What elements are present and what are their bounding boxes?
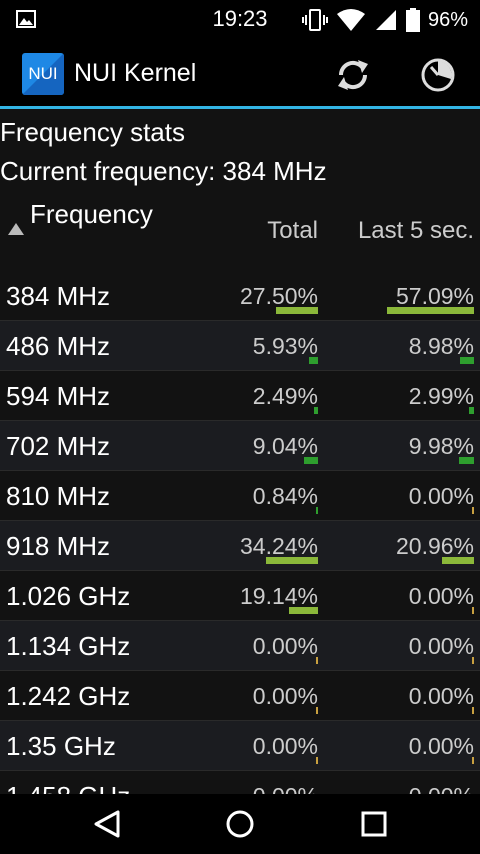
- sort-ascending-icon[interactable]: [8, 223, 24, 235]
- cell-last: 8.98%: [408, 333, 474, 359]
- app-logo[interactable]: NUI: [22, 53, 64, 95]
- back-icon[interactable]: [92, 808, 124, 840]
- column-header-last[interactable]: Last 5 sec.: [357, 217, 474, 244]
- cell-last: 0.00%: [408, 483, 474, 509]
- cell-total: 5.93%: [252, 333, 318, 359]
- clock-time: 19:23: [212, 6, 268, 31]
- cell-last: 0.00%: [409, 783, 474, 794]
- table-row: 1.458 GHz 0.00% 0.00%: [0, 771, 480, 794]
- table-row: 1.35 GHz 0.00% 0.00%: [0, 721, 480, 771]
- total-usage-bar: [304, 457, 318, 464]
- column-header-frequency[interactable]: Frequency: [30, 199, 153, 229]
- signal-icon: [375, 10, 396, 30]
- total-usage-bar: [316, 757, 318, 764]
- table-row: 1.026 GHz 19.14% 0.00%: [0, 571, 480, 621]
- last-usage-bar: [472, 707, 474, 714]
- photo-icon: [16, 10, 36, 28]
- app-logo-text: NUI: [28, 64, 58, 83]
- table-row: 702 MHz 9.04% 9.98%: [0, 421, 480, 471]
- total-usage-bar: [316, 657, 318, 664]
- section-title: Frequency stats: [0, 117, 185, 147]
- battery-icon: [405, 8, 420, 32]
- cell-total: 0.00%: [252, 733, 318, 759]
- cell-frequency: 1.458 GHz: [6, 781, 130, 794]
- table-row: 1.242 GHz 0.00% 0.00%: [0, 671, 480, 721]
- column-header-total[interactable]: Total: [267, 217, 318, 244]
- table-row: 918 MHz 34.24% 20.96%: [0, 521, 480, 571]
- cell-frequency: 1.026 GHz: [6, 581, 131, 611]
- last-usage-bar: [472, 607, 474, 614]
- table-row: 1.134 GHz 0.00% 0.00%: [0, 621, 480, 671]
- navigation-bar: [0, 794, 480, 854]
- cell-total: 0.00%: [252, 683, 318, 709]
- home-icon[interactable]: [224, 808, 256, 840]
- last-usage-bar: [469, 407, 474, 414]
- vibrate-icon: [301, 9, 328, 31]
- cell-last: 0.00%: [408, 683, 474, 709]
- total-usage-bar: [316, 507, 318, 514]
- cell-last: 9.98%: [408, 433, 474, 459]
- last-usage-bar: [472, 507, 474, 514]
- last-usage-bar: [458, 457, 474, 464]
- cell-frequency: 1.134 GHz: [6, 631, 131, 661]
- cell-total: 27.50%: [239, 283, 318, 309]
- cell-total: 9.04%: [252, 433, 318, 459]
- cell-total: 34.24%: [239, 533, 318, 559]
- action-bar-divider: [0, 106, 480, 109]
- cell-total: 0.84%: [252, 483, 318, 509]
- cell-frequency: 594 MHz: [6, 381, 111, 411]
- cell-last: 57.09%: [395, 283, 474, 309]
- table-row: 384 MHz 27.50% 57.09%: [0, 271, 480, 321]
- app-title: NUI Kernel: [74, 59, 197, 87]
- clock-icon[interactable]: [420, 57, 456, 93]
- cell-total: 0.00%: [252, 633, 318, 659]
- status-bar: 19:23 96%: [0, 0, 480, 40]
- last-usage-bar: [472, 757, 474, 764]
- last-usage-bar: [442, 557, 474, 564]
- current-frequency: Current frequency: 384 MHz: [0, 156, 327, 186]
- cell-total: 0.00%: [253, 783, 318, 794]
- total-usage-bar: [288, 607, 318, 614]
- cell-frequency: 810 MHz: [6, 481, 111, 511]
- total-usage-bar: [266, 557, 318, 564]
- cell-last: 0.00%: [408, 583, 474, 609]
- refresh-icon[interactable]: [334, 56, 372, 94]
- last-usage-bar: [460, 357, 474, 364]
- table-row: 810 MHz 0.84% 0.00%: [0, 471, 480, 521]
- total-usage-bar: [316, 707, 318, 714]
- cell-last: 2.99%: [408, 383, 474, 409]
- total-usage-bar: [314, 407, 318, 414]
- action-bar: NUI NUI Kernel: [0, 40, 480, 106]
- battery-percent: 96%: [427, 8, 468, 31]
- cell-frequency: 384 MHz: [6, 281, 111, 311]
- last-usage-bar: [387, 307, 474, 314]
- cell-frequency: 918 MHz: [6, 531, 111, 561]
- last-usage-bar: [472, 657, 474, 664]
- recent-apps-icon[interactable]: [360, 810, 388, 838]
- table-row: 486 MHz 5.93% 8.98%: [0, 321, 480, 371]
- cell-total: 19.14%: [239, 583, 318, 609]
- cell-frequency: 702 MHz: [6, 431, 111, 461]
- cell-last: 20.96%: [395, 533, 474, 559]
- cell-frequency: 486 MHz: [6, 331, 111, 361]
- wifi-icon: [336, 9, 365, 31]
- cell-frequency: 1.35 GHz: [6, 731, 116, 761]
- cell-last: 0.00%: [408, 633, 474, 659]
- frequency-stats-panel: Frequency stats Current frequency: 384 M…: [0, 109, 480, 794]
- table-row: 594 MHz 2.49% 2.99%: [0, 371, 480, 421]
- frequency-table: 384 MHz 27.50% 57.09% 486 MHz 5.93% 8.98% 594 …: [0, 271, 480, 794]
- total-usage-bar: [276, 307, 318, 314]
- cell-frequency: 1.242 GHz: [6, 681, 131, 711]
- cell-last: 0.00%: [408, 733, 474, 759]
- total-usage-bar: [309, 357, 318, 364]
- cell-total: 2.49%: [252, 383, 318, 409]
